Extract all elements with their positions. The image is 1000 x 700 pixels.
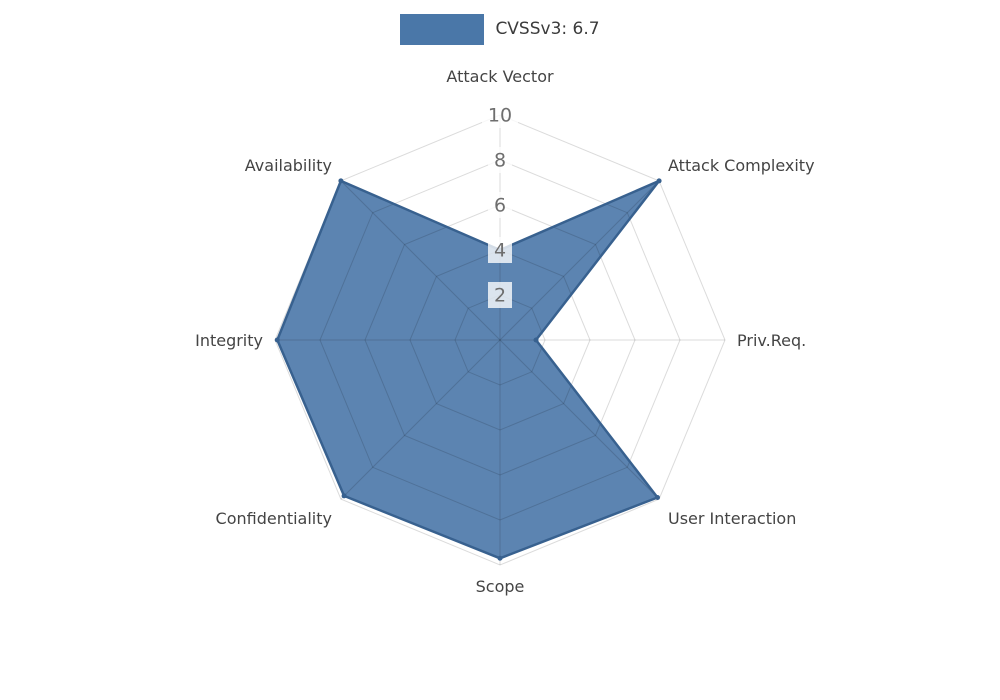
tick-backdrop xyxy=(488,147,512,173)
axis-label-user-interaction: User Interaction xyxy=(668,509,796,528)
data-area xyxy=(277,180,660,559)
data-point xyxy=(341,493,347,499)
tick-label: 8 xyxy=(494,150,506,172)
tick-backdrop xyxy=(488,237,512,263)
data-point xyxy=(533,337,539,343)
tick-label: 4 xyxy=(494,240,506,262)
grid-ring xyxy=(364,204,636,476)
axis-label-confidentiality: Confidentiality xyxy=(216,509,332,528)
grid-spoke xyxy=(340,180,501,341)
data-point xyxy=(274,337,280,343)
tick-label: 6 xyxy=(494,195,506,217)
grid-spoke xyxy=(499,339,660,500)
data-point xyxy=(656,178,662,184)
grid-ring xyxy=(319,159,681,521)
legend[interactable]: CVSSv3: 6.7 xyxy=(0,14,1000,45)
grid-spoke xyxy=(499,180,660,341)
tick-backdrop xyxy=(488,192,512,218)
axis-label-availability: Availability xyxy=(245,156,332,175)
data-point xyxy=(497,555,503,561)
grid-ring xyxy=(454,294,546,386)
legend-label: CVSSv3: 6.7 xyxy=(495,19,600,39)
axis-label-scope: Scope xyxy=(476,577,525,596)
axis-label-integrity: Integrity xyxy=(195,331,263,350)
axis-label-priv-req: Priv.Req. xyxy=(737,331,806,350)
legend-swatch[interactable] xyxy=(400,14,485,45)
grid-spoke xyxy=(340,339,501,500)
tick-label: 10 xyxy=(488,105,512,127)
tick-backdrop xyxy=(488,282,512,308)
axis-label-attack-complexity: Attack Complexity xyxy=(668,156,815,175)
grid-ring xyxy=(409,249,591,431)
tick-label: 2 xyxy=(494,285,506,307)
data-point xyxy=(338,178,344,184)
axis-label-attack-vector: Attack Vector xyxy=(446,67,554,86)
tick-backdrop xyxy=(482,102,518,128)
data-point xyxy=(655,495,661,501)
